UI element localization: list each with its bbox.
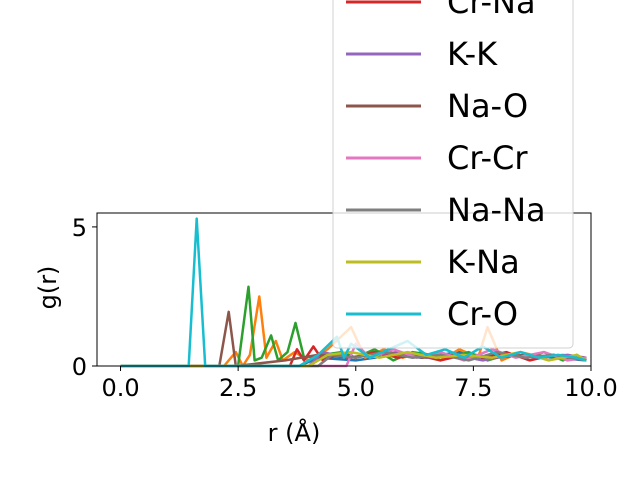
y-axis-label: g(r): [34, 266, 62, 310]
y-axis: 05: [72, 214, 97, 381]
legend-label: Na-O: [447, 87, 528, 125]
series-line-3: [120, 345, 587, 368]
legend: Cr-Na K-K Na-O Cr-Cr Na-Na K-Na Cr-O: [332, 0, 574, 349]
x-tick-label: 10.0: [564, 374, 617, 402]
x-tick-label: 0.0: [101, 374, 139, 402]
y-tick-label: 5: [72, 214, 87, 242]
legend-label: K-Na: [447, 243, 520, 281]
legend-label: Cr-O: [447, 295, 518, 333]
legend-label: K-K: [447, 35, 498, 73]
series-line-8: [120, 350, 587, 368]
x-tick-label: 5.0: [337, 374, 375, 402]
legend-label: Cr-Cr: [447, 139, 528, 177]
x-tick-label: 7.5: [454, 374, 492, 402]
legend-label: Cr-Na: [447, 0, 536, 21]
legend-label: Na-Na: [447, 191, 546, 229]
x-axis-label: r (Å): [268, 418, 321, 447]
x-tick-label: 2.5: [219, 374, 257, 402]
x-axis: 0.0 2.5 5.0 7.5 10.0: [101, 366, 618, 402]
y-tick-label: 0: [72, 353, 87, 381]
